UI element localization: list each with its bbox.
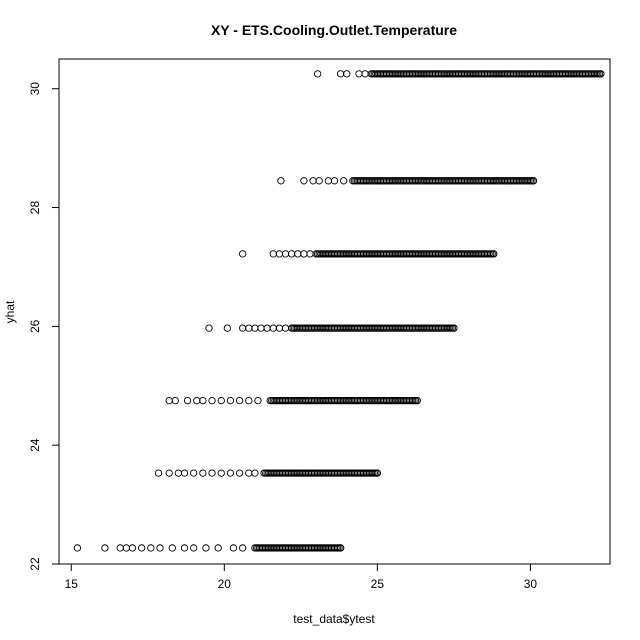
data-point (343, 70, 351, 78)
data-point (263, 324, 271, 332)
data-point (217, 469, 225, 477)
y-axis-label: yhat (3, 300, 17, 323)
data-point (180, 544, 189, 552)
data-point (214, 544, 222, 552)
x-tick-label: 15 (65, 577, 79, 591)
data-point (355, 70, 363, 78)
data-point (251, 469, 259, 477)
data-point (245, 396, 253, 405)
data-point (193, 396, 201, 405)
x-axis: 15 20 25 30 (65, 564, 538, 591)
data-point (199, 469, 207, 477)
data-point (235, 469, 244, 477)
data-point (330, 177, 339, 185)
data-point (73, 544, 82, 552)
data-point (208, 469, 216, 477)
data-point (281, 250, 290, 258)
data-point (254, 396, 262, 405)
data-point (128, 544, 137, 552)
data-point (147, 544, 155, 552)
data-point (168, 544, 176, 552)
data-point (269, 324, 277, 332)
data-point (490, 250, 498, 258)
data-point (165, 469, 173, 477)
data-point (190, 544, 198, 552)
data-point (217, 396, 225, 405)
data-point (275, 324, 284, 332)
data-point (287, 250, 296, 258)
data-point (277, 177, 285, 185)
y-tick-label: 26 (28, 319, 42, 333)
y-tick-label: 24 (28, 438, 42, 452)
data-point (314, 70, 322, 78)
data-point (101, 544, 109, 552)
plot-frame (58, 58, 611, 565)
data-point (361, 70, 369, 78)
data-point (226, 469, 235, 477)
data-point (229, 544, 238, 552)
y-axis: 22 24 26 28 30 (28, 82, 59, 571)
y-tick-label: 28 (28, 201, 42, 215)
data-point (205, 324, 213, 332)
data-point (294, 250, 302, 258)
data-point (202, 544, 210, 552)
y-tick-label: 30 (28, 82, 42, 96)
data-point (156, 544, 164, 552)
data-point (199, 396, 207, 405)
data-point (154, 469, 163, 477)
data-point (174, 469, 183, 477)
data-point (122, 544, 130, 552)
data-point (183, 396, 192, 405)
data-point (373, 469, 382, 477)
data-point (450, 324, 458, 332)
data-point (315, 177, 323, 185)
data-point (190, 469, 198, 477)
data-point (239, 250, 247, 258)
data-point (275, 250, 284, 258)
data-point (165, 396, 173, 405)
data-point (171, 396, 179, 405)
data-point (281, 324, 290, 332)
data-point (208, 396, 216, 405)
y-tick-label: 22 (28, 557, 42, 571)
data-point (309, 177, 317, 185)
data-point (340, 177, 348, 185)
data-point (235, 396, 244, 405)
data-point (239, 544, 247, 552)
data-point (223, 324, 232, 332)
x-tick-label: 20 (218, 577, 232, 591)
data-point (245, 324, 253, 332)
data-point (269, 250, 277, 258)
data-points (73, 70, 605, 552)
data-point (529, 177, 538, 185)
data-point (413, 396, 421, 405)
data-point (116, 544, 124, 552)
data-point (251, 324, 259, 332)
x-tick-label: 25 (371, 577, 385, 591)
data-point (226, 396, 235, 405)
x-tick-label: 30 (524, 577, 538, 591)
data-point (336, 70, 345, 78)
data-point (300, 177, 308, 185)
data-point (239, 324, 247, 332)
data-point (324, 177, 333, 185)
chart-title: XY - ETS.Cooling.Outlet.Temperature (211, 22, 457, 38)
data-point (306, 250, 314, 258)
data-point (336, 544, 345, 552)
data-point (245, 469, 253, 477)
data-point (180, 469, 189, 477)
x-axis-label: test_data$ytest (293, 612, 375, 626)
data-point (257, 324, 265, 332)
data-point (300, 250, 308, 258)
data-point (137, 544, 146, 552)
data-point (597, 70, 605, 78)
